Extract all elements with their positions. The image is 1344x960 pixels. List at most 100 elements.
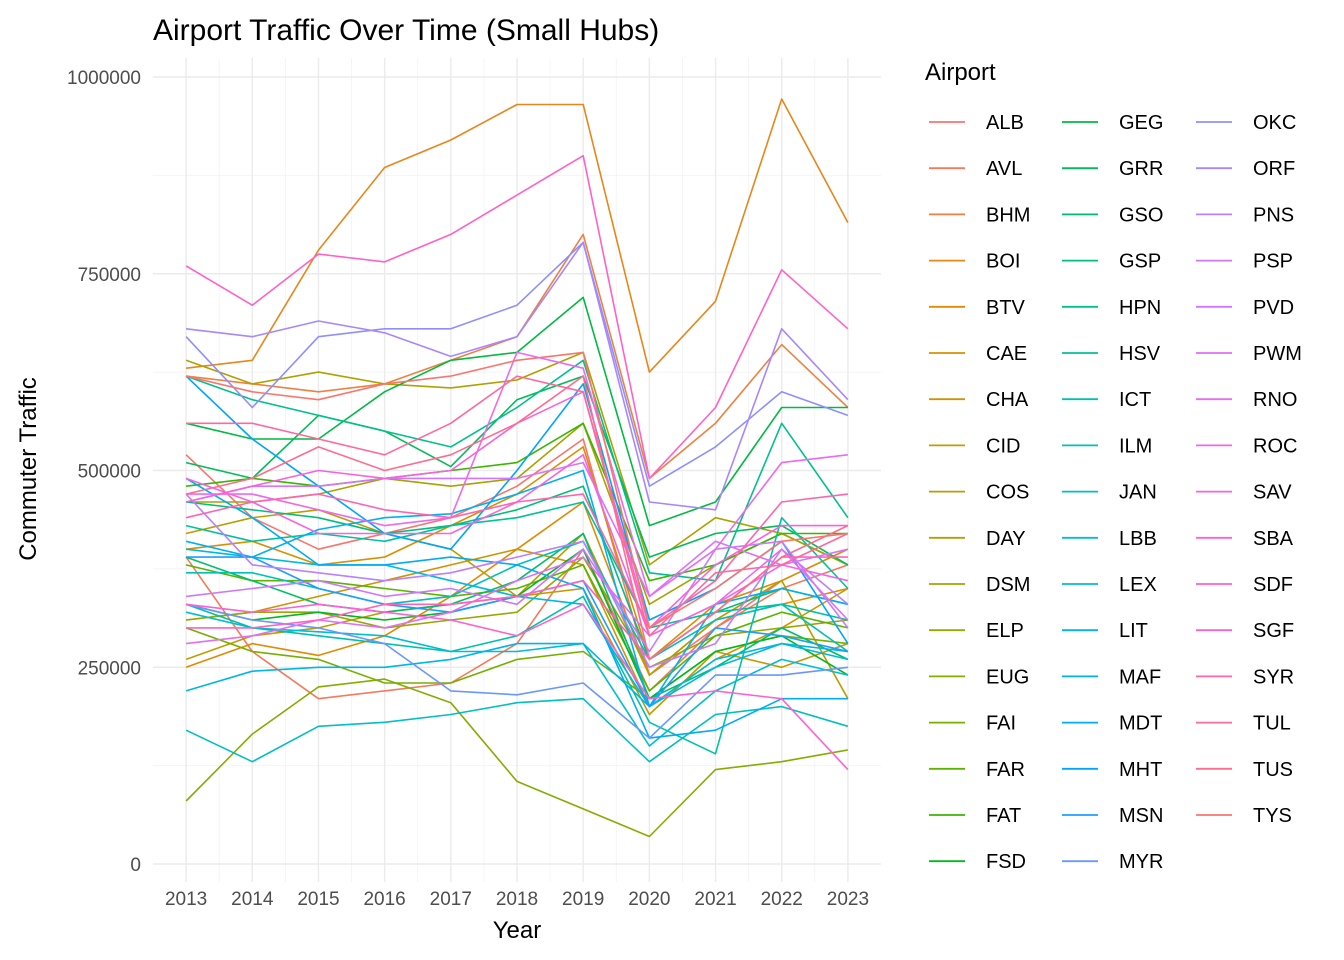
- series-line-lit: [185, 642, 848, 708]
- series-line-boi: [186, 98, 849, 373]
- x-tick-label: 2020: [628, 889, 670, 910]
- legend-label-cos: COS: [986, 482, 1029, 504]
- series-line-hsv: [185, 501, 849, 629]
- legend-label-pwm: PWM: [1253, 343, 1302, 365]
- legend-label-alb: ALB: [986, 112, 1024, 134]
- series-line-mdt: [185, 477, 848, 739]
- legend-label-hpn: HPN: [1119, 297, 1161, 319]
- legend-label-cha: CHA: [986, 389, 1029, 411]
- series-line-pns: [185, 493, 849, 669]
- legend-label-gso: GSO: [1119, 204, 1163, 226]
- series-line-pvd: [185, 461, 849, 598]
- series-line-okc: [185, 241, 849, 488]
- series-line-jan: [185, 697, 849, 763]
- x-tick-label: 2014: [231, 889, 274, 910]
- series-line-lbb: [185, 611, 849, 747]
- legend-label-grr: GRR: [1119, 158, 1163, 180]
- legend-label-fsd: FSD: [986, 851, 1026, 873]
- series-line-psp: [186, 540, 849, 653]
- legend-label-bhm: BHM: [986, 204, 1030, 226]
- legend: ALB AVL BHM BOI BTV CAE CHA CID COS DAY DSM ELP EUG F…: [929, 112, 1302, 873]
- legend-label-pvd: PVD: [1253, 297, 1294, 319]
- series-line-orf: [186, 241, 849, 511]
- legend-label-sgf: SGF: [1253, 620, 1294, 642]
- y-tick-label: 1000000: [67, 68, 141, 89]
- legend-label-msn: MSN: [1119, 805, 1163, 827]
- x-tick-label: 2023: [827, 889, 869, 910]
- legend-label-hsv: HSV: [1119, 343, 1161, 365]
- legend-label-maf: MAF: [1119, 666, 1161, 688]
- series-line-tus: [185, 375, 849, 661]
- x-tick-label: 2021: [694, 889, 736, 910]
- legend-label-fat: FAT: [986, 805, 1021, 827]
- legend-label-mht: MHT: [1119, 759, 1162, 781]
- legend-label-sdf: SDF: [1253, 574, 1293, 596]
- series-line-day: [185, 351, 849, 566]
- legend-label-eug: EUG: [986, 666, 1029, 688]
- x-axis-title: Year: [493, 917, 542, 944]
- legend-label-boi: BOI: [986, 251, 1020, 273]
- x-tick-label: 2019: [562, 889, 604, 910]
- series-line-rno: [186, 351, 848, 598]
- y-axis-title: Commuter Traffic: [15, 377, 42, 561]
- legend-label-tys: TYS: [1253, 805, 1292, 827]
- series-line-sdf: [185, 154, 849, 480]
- legend-label-ilm: ILM: [1119, 435, 1152, 457]
- legend-label-sav: SAV: [1253, 482, 1292, 504]
- x-axis-ticks: 2013 2014 2015 2016 2017 2018 2019 2020 2021 2022…: [165, 889, 869, 910]
- legend-label-sba: SBA: [1253, 528, 1294, 550]
- x-tick-label: 2013: [165, 889, 207, 910]
- y-tick-label: 500000: [78, 462, 141, 483]
- legend-label-myr: MYR: [1119, 851, 1163, 873]
- legend-label-btv: BTV: [986, 297, 1026, 319]
- legend-label-elp: ELP: [986, 620, 1024, 642]
- y-tick-label: 750000: [78, 265, 141, 286]
- series-line-hpn: [185, 359, 849, 582]
- legend-label-tus: TUS: [1253, 759, 1293, 781]
- legend-label-geg: GEG: [1119, 112, 1163, 134]
- y-tick-label: 250000: [78, 658, 141, 679]
- x-tick-label: 2015: [297, 889, 339, 910]
- series-line-cha: [186, 548, 849, 708]
- y-axis-ticks: 0 250000 500000 750000 1000000: [67, 68, 141, 876]
- legend-label-ict: ICT: [1119, 389, 1151, 411]
- legend-label-gsp: GSP: [1119, 251, 1161, 273]
- legend-label-dsm: DSM: [986, 574, 1030, 596]
- series-line-tys: [185, 351, 848, 629]
- series-line-gsp: [186, 485, 849, 661]
- legend-label-lbb: LBB: [1119, 528, 1157, 550]
- series-line-far: [185, 564, 849, 692]
- legend-label-jan: JAN: [1119, 482, 1157, 504]
- legend-label-syr: SYR: [1253, 666, 1294, 688]
- legend-label-cid: CID: [986, 435, 1020, 457]
- series-line-sba: [186, 603, 849, 771]
- legend-label-far: FAR: [986, 759, 1025, 781]
- legend-label-pns: PNS: [1253, 204, 1294, 226]
- legend-label-day: DAY: [986, 528, 1026, 550]
- legend-label-lit: LIT: [1119, 620, 1148, 642]
- series-line-tul: [186, 375, 849, 637]
- legend-label-okc: OKC: [1253, 112, 1296, 134]
- x-tick-label: 2018: [496, 889, 538, 910]
- series-lines: [185, 98, 849, 838]
- x-tick-label: 2022: [761, 889, 803, 910]
- legend-label-mdt: MDT: [1119, 713, 1162, 735]
- legend-label-psp: PSP: [1253, 251, 1293, 273]
- legend-label-avl: AVL: [986, 158, 1022, 180]
- legend-label-cae: CAE: [986, 343, 1027, 365]
- chart-title: Airport Traffic Over Time (Small Hubs): [153, 14, 659, 47]
- y-tick-label: 0: [130, 855, 141, 876]
- legend-title: Airport: [925, 59, 996, 86]
- legend-label-fai: FAI: [986, 713, 1016, 735]
- series-line-maf: [185, 469, 849, 708]
- legend-label-roc: ROC: [1253, 435, 1297, 457]
- series-line-elp: [186, 556, 848, 669]
- legend-label-tul: TUL: [1253, 713, 1291, 735]
- series-line-pwm: [186, 548, 849, 645]
- legend-label-rno: RNO: [1253, 389, 1297, 411]
- series-line-syr: [185, 493, 848, 629]
- series-line-grr: [185, 375, 849, 566]
- legend-label-lex: LEX: [1119, 574, 1157, 596]
- legend-label-orf: ORF: [1253, 158, 1295, 180]
- x-tick-label: 2017: [430, 889, 472, 910]
